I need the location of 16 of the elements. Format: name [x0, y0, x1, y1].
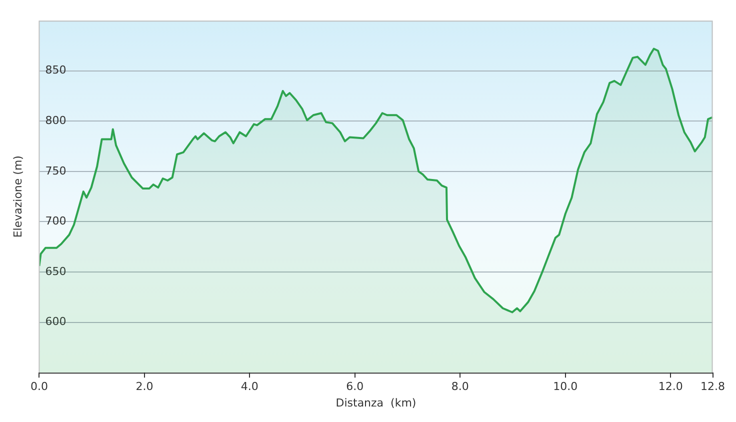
x-tick-label: 4.0 [240, 380, 258, 394]
x-tick-label: 8.0 [451, 380, 469, 394]
x-tick-label: 10.0 [553, 380, 578, 394]
x-tick-label: 2.0 [136, 380, 154, 394]
y-tick-label: 850 [45, 64, 66, 77]
x-tick-label: 12.0 [658, 380, 683, 394]
y-tick-label: 650 [45, 264, 66, 278]
x-tick-label: 0.0 [30, 380, 48, 394]
y-axis-title: Elevazione (m) [11, 156, 24, 238]
y-tick-label: 800 [45, 114, 66, 128]
y-tick-label: 700 [45, 214, 66, 228]
x-tick-label: 6.0 [346, 380, 364, 394]
y-tick-label: 750 [45, 164, 66, 178]
x-tick-label: 12.8 [700, 380, 726, 394]
y-tick-label: 600 [45, 315, 66, 328]
x-axis-title: Distanza (km) [336, 396, 416, 410]
